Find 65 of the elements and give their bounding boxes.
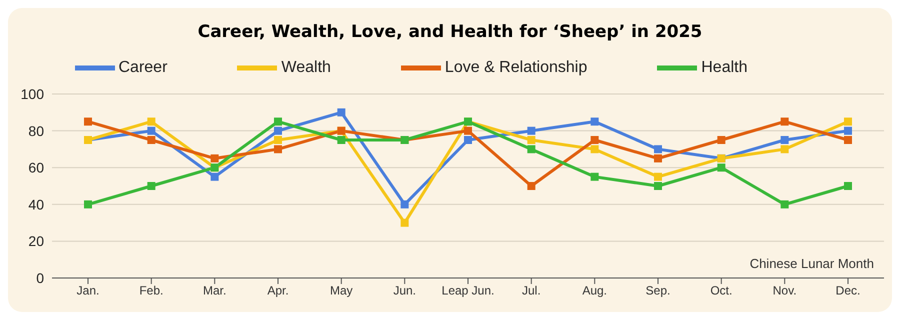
point [274,126,282,135]
point [780,118,789,126]
point [400,200,409,208]
x-tick-label: Feb. [139,284,164,298]
point [274,136,282,144]
y-tick-label: 20 [28,233,44,250]
legend-label: Health [701,59,748,76]
point [337,108,346,116]
point [147,126,156,135]
point [337,136,346,144]
point [210,154,219,162]
point [84,200,92,208]
point [527,136,536,144]
point [210,172,219,181]
point [780,200,789,208]
y-tick-label: 80 [28,122,44,139]
point [400,218,409,227]
y-tick-label: 0 [36,270,44,286]
x-axis-title: Chinese Lunar Month [750,256,874,271]
point [780,136,789,144]
point [590,136,599,144]
point [654,182,662,190]
point [844,118,852,126]
legend-label: Wealth [281,59,331,76]
point [527,182,536,190]
x-tick-label: Jun. [393,284,416,298]
point [274,118,282,126]
x-tick-label: Jul. [522,284,541,298]
point [844,182,852,190]
point [527,126,536,135]
x-tick-label: Nov. [772,284,797,298]
point [590,172,599,181]
legend-label: Love & Relationship [444,59,588,76]
point [274,145,282,154]
y-tick-label: 60 [28,160,44,176]
point [844,136,852,144]
x-tick-label: Apr. [267,284,289,298]
x-tick-label: Aug. [582,284,608,298]
point [464,136,472,144]
point [147,118,156,126]
x-tick-label: Dec. [836,284,860,298]
point [654,172,662,181]
legend-label: Career [118,59,168,76]
point [527,145,536,154]
point [84,118,92,126]
x-tick-label: Oct. [710,284,732,298]
x-tick-label: Jan. [76,284,100,298]
y-tick-label: 40 [28,196,44,212]
point [717,136,726,144]
x-tick-label: Sep. [646,284,670,298]
point [780,145,789,154]
chart-title: Career, Wealth, Love, and Health for ‘Sheep’ in 2025 [196,21,704,44]
x-tick-label: Mar. [202,284,226,298]
y-tick-label: 100 [20,86,44,102]
x-tick-label: May [330,284,353,298]
x-tick-label: Leap Jun. [442,284,494,298]
point [147,136,156,144]
point [717,164,726,172]
point [464,126,472,135]
point [590,145,599,154]
point [590,118,599,126]
point [147,182,156,190]
point [844,126,852,135]
point [654,145,662,154]
point [654,154,662,162]
